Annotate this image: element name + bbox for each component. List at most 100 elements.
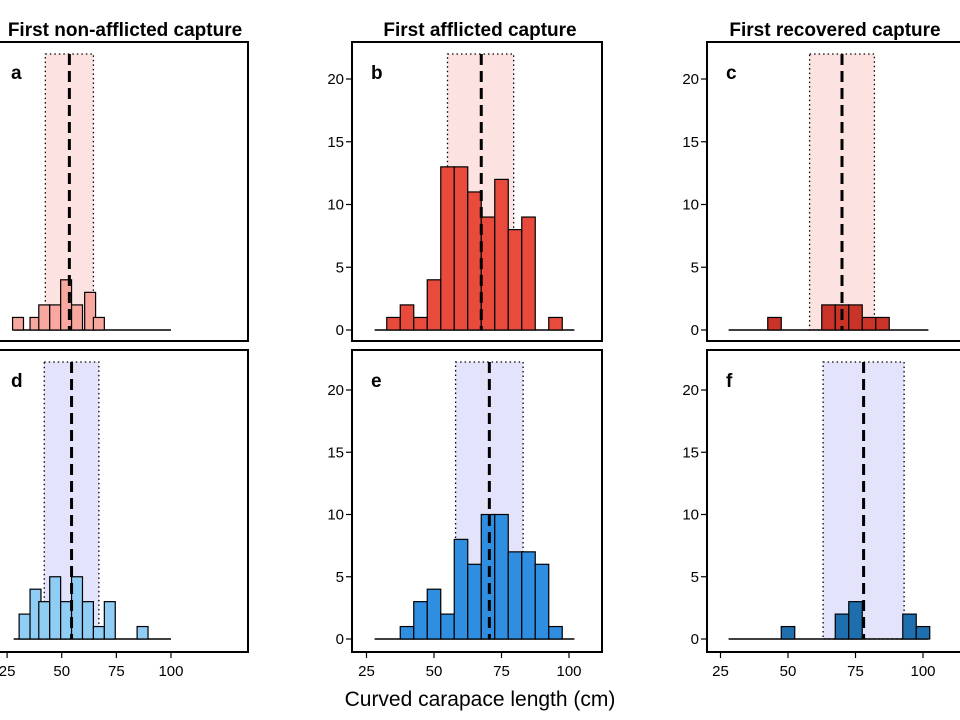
histogram-bar-4: [453, 538, 469, 640]
histogram-bar-3: [902, 613, 917, 640]
x-tick-label: 25: [712, 663, 729, 680]
histogram-bar-4: [60, 279, 73, 331]
panel-letter: b: [371, 63, 383, 84]
panel-b: b 0 5 10 15 20: [327, 41, 603, 342]
panel-letter: a: [11, 63, 22, 84]
x-tick-label: 75: [847, 663, 864, 680]
histogram-bar-10: [521, 216, 536, 331]
y-tick-label: 10: [682, 507, 699, 524]
panel-letter: e: [371, 371, 382, 392]
histogram-bar-3: [440, 613, 455, 640]
y-tick-label: 20: [682, 382, 699, 399]
column-title-recovered: First recovered capture: [729, 20, 940, 41]
panel-frame: [0, 349, 249, 653]
histogram-bar-3: [426, 279, 442, 331]
histogram-bar-8: [494, 178, 509, 331]
histogram-bar-0: [18, 613, 31, 640]
y-tick-label: 5: [336, 569, 344, 586]
y-tick-label: 15: [327, 134, 344, 151]
panel-a: a: [0, 41, 249, 342]
panel-c: c 0 5 10 15 20: [682, 41, 960, 342]
y-tick-label: 0: [691, 631, 699, 648]
x-tick-label: 100: [158, 663, 183, 680]
histogram-bar-9: [521, 551, 536, 640]
histogram-bar-4: [440, 166, 455, 331]
y-tick-label: 0: [691, 322, 699, 339]
histogram-bar-8: [507, 551, 523, 640]
y-tick-label: 0: [336, 322, 344, 339]
panel-d: d 25 50 75 100: [0, 349, 249, 680]
panel-e: e 0 5 10 15 20 25 50 75 100: [327, 349, 603, 680]
y-tick-label: 15: [682, 134, 699, 151]
histogram-bar-0: [11, 316, 25, 331]
histogram-bar-6: [467, 191, 482, 331]
histogram-bar-2: [848, 601, 863, 640]
histogram-bar-3: [848, 304, 863, 331]
histogram-bar-11: [548, 625, 563, 640]
histogram-bar-1: [821, 304, 836, 331]
histogram-bar-11: [548, 316, 563, 331]
histogram-bar-2: [413, 316, 428, 331]
y-tick-label: 15: [327, 444, 344, 461]
histogram-bar-7: [494, 513, 509, 640]
column-title-afflicted: First afflicted capture: [383, 20, 576, 41]
histogram-bar-2: [38, 601, 51, 640]
histogram-bar-7: [480, 216, 496, 331]
y-tick-label: 5: [336, 259, 344, 276]
panel-f: f 0 5 10 15 20 25 50 75 100: [682, 349, 960, 680]
y-tick-label: 10: [327, 507, 344, 524]
panel-frame: [706, 41, 960, 342]
x-tick-label: 50: [780, 663, 797, 680]
panel-frame: [706, 349, 960, 653]
histogram-bar-4: [861, 316, 877, 331]
x-tick-label: 75: [493, 663, 510, 680]
histogram-bar-2: [426, 588, 442, 640]
histogram-bar-1: [399, 304, 415, 331]
y-tick-label: 5: [691, 569, 699, 586]
histogram-bar-10: [534, 563, 550, 640]
histogram-bar-0: [780, 625, 796, 640]
histogram-bar-5: [453, 166, 469, 331]
x-tick-label: 75: [108, 663, 125, 680]
histogram-bar-5: [70, 576, 84, 640]
histogram-bar-1: [834, 613, 850, 640]
histogram-bar-7: [92, 625, 105, 640]
panel-frame: [351, 41, 603, 342]
panel-letter: c: [726, 63, 737, 84]
histogram-bar-6: [81, 601, 95, 640]
histogram-bar-0: [399, 625, 415, 640]
histogram-bar-2: [38, 304, 51, 331]
y-tick-label: 20: [327, 71, 344, 88]
x-tick-label: 50: [426, 663, 443, 680]
x-tick-label: 25: [358, 663, 375, 680]
y-tick-label: 15: [682, 444, 699, 461]
y-tick-label: 0: [336, 631, 344, 648]
histogram-bar-4: [60, 601, 73, 640]
x-tick-label: 100: [910, 663, 935, 680]
y-tick-label: 10: [327, 197, 344, 214]
histogram-bar-3: [49, 304, 62, 331]
histogram-bar-5: [467, 563, 482, 640]
y-tick-label: 20: [682, 71, 699, 88]
histogram-bar-6: [84, 291, 97, 331]
histogram-bar-5: [70, 304, 84, 331]
histogram-bar-5: [875, 316, 890, 331]
y-tick-label: 10: [682, 197, 699, 214]
panel-frame: [0, 41, 249, 342]
histogram-bar-7: [92, 316, 105, 331]
histogram-bar-1: [413, 601, 428, 640]
histogram-bar-3: [49, 576, 62, 640]
histogram-bar-0: [386, 316, 401, 331]
x-tick-label: 25: [0, 663, 15, 680]
histogram-bar-8: [103, 601, 116, 640]
histogram-bar-9: [136, 625, 149, 640]
x-tick-label: 50: [53, 663, 70, 680]
x-axis-label: Curved carapace length (cm): [345, 688, 616, 711]
x-tick-label: 100: [556, 663, 581, 680]
column-title-non-afflicted: First non-afflicted capture: [8, 20, 242, 41]
panel-letter: f: [726, 371, 733, 392]
y-tick-label: 20: [327, 382, 344, 399]
histogram-bar-9: [507, 229, 523, 331]
histogram-bar-4: [915, 625, 931, 640]
